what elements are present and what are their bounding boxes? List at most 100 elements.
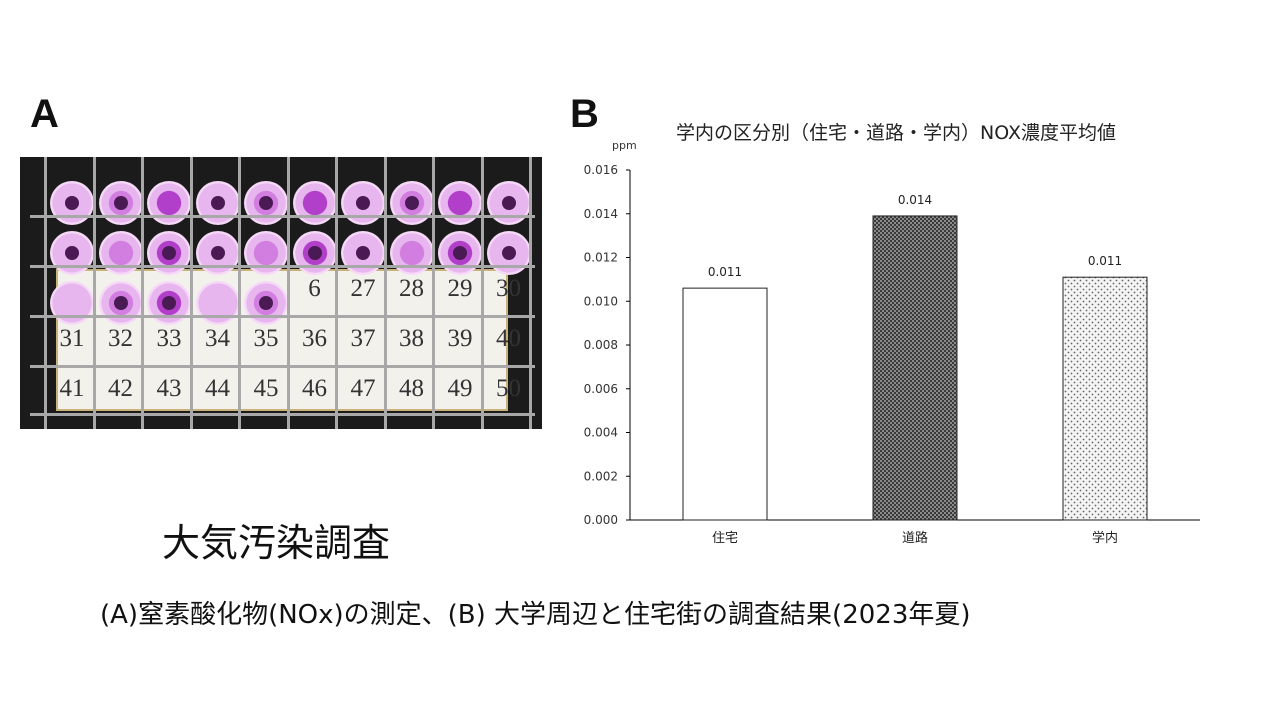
sample-well [244,181,288,225]
panel-b-label: B [570,92,599,136]
sample-marker [210,196,225,210]
y-tick-label: 0.010 [584,294,618,308]
sample-marker [162,246,176,260]
sample-well [292,231,337,275]
sample-well [98,231,143,275]
rack-wire [238,157,241,429]
bar [1062,276,1148,521]
well-number-label: 27 [350,275,376,302]
sample-well [389,181,434,225]
well-number-label: 44 [205,375,230,402]
sample-marker [259,196,273,210]
well-number-label: 34 [205,325,230,352]
sample-marker [356,246,370,260]
sample-marker [65,196,79,210]
panel-a-label: A [30,92,59,136]
sample-marker [453,246,467,260]
sample-marker [65,246,79,260]
well-number-label: 29 [447,275,473,302]
sample-well [438,181,482,225]
well-number-label: 50 [496,375,521,402]
well-number-label: 35 [253,325,279,352]
rack-wire [30,365,535,368]
sample-well [244,281,288,325]
sample-well [486,231,531,275]
y-tick-label: 0.016 [584,163,618,177]
sample-well [147,231,191,275]
data-label: 0.011 [708,265,742,279]
y-tick-label: 0.002 [584,469,618,483]
sample-marker [162,296,176,310]
well-number-label: 40 [496,325,521,352]
sample-well [147,281,191,325]
well-number-label: 32 [108,325,133,352]
y-tick-label: 0.000 [584,513,618,527]
sample-well [244,231,288,275]
well-number-label: 49 [447,375,473,402]
bar [682,287,768,521]
sample-well [50,231,94,275]
nox-test-photo: 6 27 28 29 30 31 32 33 34 35 36 37 38 39 40 41 42 43 44 45 4… [20,157,542,429]
rack-wire [30,413,535,416]
sample-marker [501,196,516,210]
well-number-label: 45 [253,375,279,402]
rack-wire [383,157,387,429]
well-number-label: 39 [447,325,473,352]
sample-well [195,181,240,225]
sample-well [292,181,337,225]
figure-caption: (A)窒素酸化物(NOx)の測定、(B) 大学周辺と住宅街の調査結果(2023年… [100,600,971,630]
bar-chart: 0.000 0.002 0.004 0.006 0.008 0.010 0.012 0.014… [584,163,1200,546]
sample-marker [113,296,128,310]
sample-well [341,231,385,275]
data-label: 0.011 [1088,254,1122,268]
sample-marker [404,196,419,210]
rack-wire [335,157,338,429]
y-tick-label: 0.012 [584,251,618,265]
sample-marker [356,196,370,210]
sample-well [195,281,240,325]
well-number-label: 28 [399,275,424,302]
rack-wire [432,157,435,429]
sample-well [98,281,143,325]
well-number-label: 46 [302,375,327,402]
well-number-label: 36 [302,325,327,352]
rack-wire [44,157,47,429]
x-tick-label: 学内 [1092,530,1118,546]
rack-wire [30,215,535,218]
data-label: 0.014 [898,193,932,207]
bar [872,215,958,521]
well-number-label: 41 [59,375,85,402]
y-tick-label: 0.004 [584,426,618,440]
rack-wire [92,157,96,429]
y-tick-label: 0.014 [584,207,618,221]
sample-well [98,181,143,225]
figure-title: 大気汚染調査 [162,521,391,565]
well-number-label: 38 [399,325,424,352]
rack-wire [286,157,290,429]
well-number-label: 6 [308,275,321,302]
rack-wire [30,315,535,318]
x-tick-label: 道路 [902,530,928,546]
well-number-label: 47 [350,375,376,402]
sample-marker [259,296,273,310]
well-number-label: 37 [350,325,376,352]
sample-well [438,231,482,275]
chart-title: 学内の区分別（住宅・道路・学内）NOX濃度平均値 [676,122,1116,144]
sample-well [486,181,531,225]
rack-wire [141,157,144,429]
rack-wire [189,157,193,429]
well-number-label: 48 [399,375,424,402]
sample-well [50,181,94,225]
sample-well [50,281,94,325]
well-number-label: 42 [108,375,133,402]
sample-marker [113,196,128,210]
sample-well [341,181,385,225]
rack-wire [30,265,535,268]
y-tick-label: 0.008 [584,338,618,352]
well-number-label: 43 [156,375,182,402]
y-axis-unit: ppm [612,139,637,152]
well-number-label: 30 [496,275,521,302]
rack-wire [480,157,484,429]
well-number-label: 33 [156,325,182,352]
sample-marker [501,246,516,260]
